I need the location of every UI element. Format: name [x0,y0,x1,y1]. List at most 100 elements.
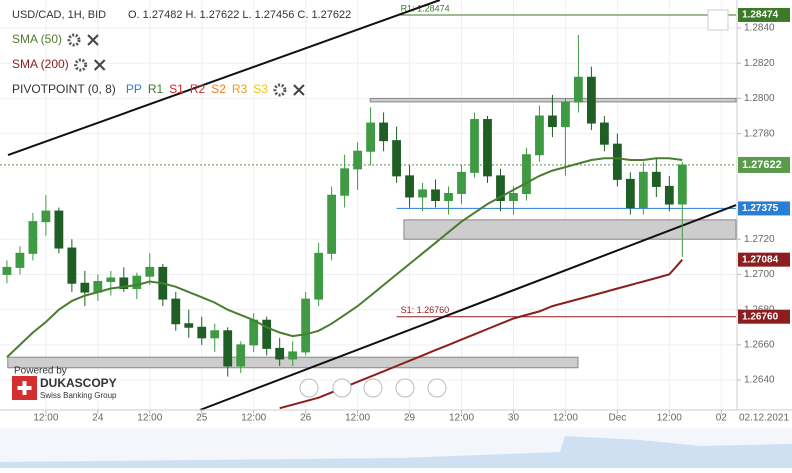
pivot-legend-item: R2 [190,82,206,96]
fullscreen-button[interactable] [707,9,729,31]
candle-body [509,192,518,202]
price-tag [738,156,790,173]
candle-body [418,189,427,198]
remove-icon[interactable] [293,84,305,96]
candle-body [15,252,25,268]
ohlc: O. 1.27482 H. 1.27622 L. 1.27456 C. 1.27… [128,9,351,21]
x-tick-label: 30 [508,413,520,424]
candle-body [28,221,38,254]
pivot-legend-item: S2 [211,82,226,96]
price-tag-label: 1.27375 [742,203,779,214]
candle-body [262,319,272,349]
candle-body [340,168,350,196]
settings-icon[interactable] [74,58,88,72]
candle-body [651,171,661,187]
candle-body [548,115,557,128]
candle-body [444,192,453,202]
y-tick-label: 1.2780 [744,128,775,139]
candle-body [457,171,466,194]
scroll-right-button[interactable] [427,378,447,398]
zone [369,97,737,103]
candle-body [145,266,155,277]
price-tag [738,309,790,324]
price-tag [738,252,790,267]
candle-body [41,210,51,223]
candle-body [327,194,337,254]
zoom-in-button[interactable] [395,378,415,398]
price-tag-label: 1.27622 [742,159,782,171]
candle-body [677,164,687,205]
zoom-controls [299,378,447,398]
price-tag-label: 1.27084 [742,254,779,265]
price-tag-label: 1.28474 [742,10,779,21]
candle-body [470,119,479,173]
x-tick-label: 24 [92,413,104,424]
sma-line [6,157,683,358]
candle-body [625,178,635,209]
candle-body [132,275,142,290]
y-tick-label: 1.2720 [744,234,775,245]
pivot-legend-item: S3 [253,82,268,96]
price-tag [738,7,790,22]
x-tick-label: 12:00 [553,413,578,424]
candle-body [106,277,116,282]
brand-tagline: Swiss Banking Group [40,391,117,400]
zoom-out-button[interactable] [332,378,352,398]
powered-by: Powered by [14,366,67,377]
y-tick-label: 1.2800 [744,93,775,104]
y-tick-label: 1.2820 [744,58,775,69]
candle-body [405,175,414,198]
candle-body [236,344,246,367]
trendline [7,0,441,157]
candle-body [561,101,570,128]
candle-body [2,266,12,275]
candle-body [522,154,531,194]
brand-name: DUKASCOPY [40,376,117,390]
pivot-label: R1: 1.28474 [401,3,450,13]
brand-cross [17,381,32,395]
candle-body [184,323,194,328]
pivot-legend-item: R3 [232,82,248,96]
candle-body [379,122,388,142]
symbol: USD/CAD, 1H, BID [12,9,106,21]
settings-icon[interactable] [67,33,81,47]
price-tag [738,201,790,216]
pivot-legend-item: S1 [169,82,184,96]
candle-body [119,277,129,290]
x-tick-label: 12:00 [449,413,474,424]
x-tick-label: 26 [300,413,312,424]
x-tick-label: 12:00 [33,413,58,424]
candle-body [392,140,401,177]
x-tick-label: Dec [608,413,626,424]
candle-body [54,210,64,249]
y-tick-label: 1.2700 [744,269,775,280]
plot-area: R1: 1.28474 S1: 1.26760 [0,0,737,411]
candle-body [67,247,77,284]
y-tick-label: 1.2640 [744,375,775,386]
trendline [199,204,737,411]
settings-icon[interactable] [273,83,287,97]
candle-body [599,122,609,145]
candle-body [587,76,596,124]
reset-button[interactable] [363,378,383,398]
candle-body [431,189,440,202]
candle-body [366,122,375,152]
zone [403,219,737,240]
candle-body [664,185,674,205]
legend-label: SMA (200) [12,57,69,71]
candle-body [496,175,505,202]
candle-body [483,119,492,177]
y-tick-label: 1.2660 [744,340,775,351]
x-tick-label: 02 [716,413,728,424]
candle-body [535,115,544,156]
candle-body [612,143,622,180]
scroll-left-button[interactable] [299,378,319,398]
candle-body [80,282,90,293]
legend: SMA (50) SMA (200) PIVOTPOINT (0, 8) PP R1 S1… [12,32,305,97]
remove-icon[interactable] [87,34,99,46]
candle-body [197,326,207,339]
remove-icon[interactable] [93,59,106,71]
legend-label: PIVOTPOINT (0, 8) [12,82,116,96]
